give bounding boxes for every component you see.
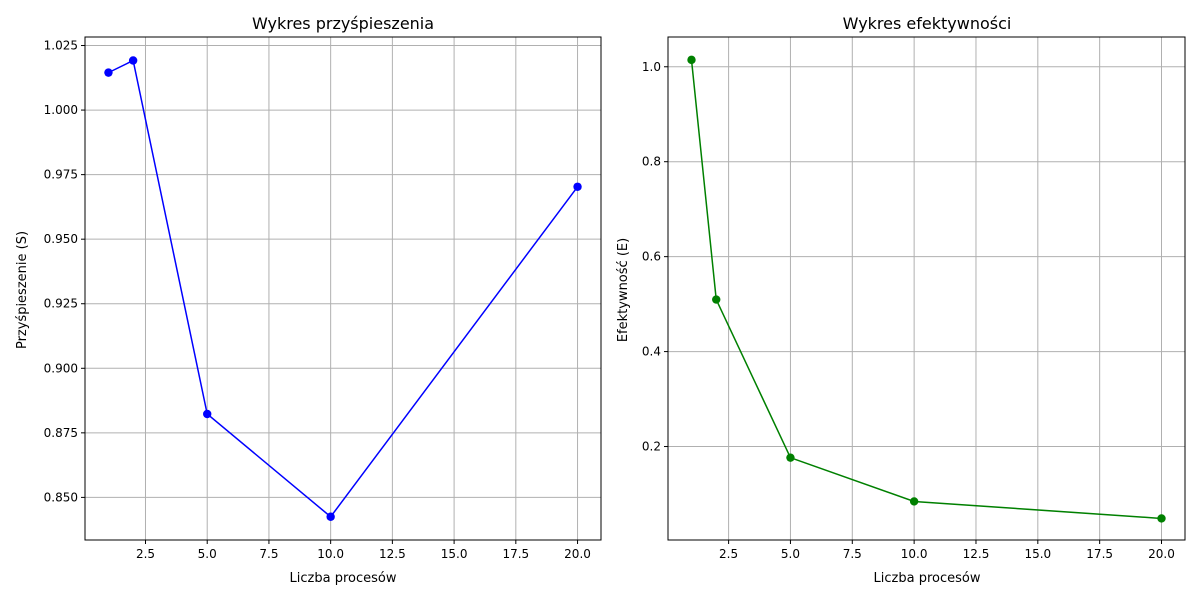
speedup-y-tick-label: 0.875: [44, 426, 78, 440]
efficiency-axes-frame: [667, 36, 1186, 541]
speedup-data-point: [128, 56, 138, 65]
efficiency-x-tick-label: 12.5: [963, 547, 990, 561]
speedup-x-tick-label: 10.0: [317, 547, 344, 561]
speedup-y-tick-label: 0.950: [44, 232, 78, 246]
speedup-y-tick-label: 0.925: [44, 297, 78, 311]
efficiency-x-tick-label: 7.5: [843, 547, 862, 561]
efficiency-chart: Wykres efektywności Liczba procesów Efek…: [616, 14, 1186, 586]
speedup-x-tick-label: 15.0: [441, 547, 468, 561]
efficiency-y-tick-label: 0.4: [642, 345, 661, 359]
efficiency-x-tick-label: 5.0: [781, 547, 800, 561]
efficiency-data-point: [1157, 514, 1166, 523]
speedup-y-tick-label: 0.900: [44, 361, 78, 375]
efficiency-x-tick-label: 20.0: [1148, 547, 1175, 561]
speedup-y-tick-label: 1.025: [44, 39, 78, 53]
speedup-series-line: [108, 59, 579, 518]
efficiency-y-tick-label: 0.8: [642, 155, 661, 169]
efficiency-chart-title: Wykres efektywności: [843, 14, 1012, 33]
efficiency-y-axis-label: Efektywność (E): [616, 238, 631, 342]
efficiency-y-tick-label: 0.6: [642, 250, 661, 264]
speedup-chart: Wykres przyśpieszenia Liczba procesów Pr…: [15, 14, 602, 586]
efficiency-x-tick-label: 10.0: [901, 547, 928, 561]
efficiency-plot-area: 2.5 5.0 7.5 10.0 12.5 15.0 17.5 20.0 0.2 0.4 0.6 0.…: [642, 36, 1186, 561]
speedup-x-tick-label: 5.0: [198, 547, 217, 561]
speedup-data-point: [573, 182, 582, 191]
efficiency-x-tick-label: 15.0: [1024, 547, 1051, 561]
efficiency-x-axis-label: Liczba procesów: [874, 571, 981, 586]
speedup-x-tick-label: 12.5: [379, 547, 406, 561]
speedup-y-axis-label: Przyśpieszenie (S): [15, 231, 30, 349]
speedup-x-tick-label: 17.5: [502, 547, 529, 561]
speedup-axes-frame: [84, 36, 602, 541]
speedup-data-point: [104, 68, 113, 77]
speedup-y-tick-label: 0.975: [44, 168, 78, 182]
efficiency-data-point: [687, 55, 696, 65]
efficiency-data-point: [909, 497, 919, 506]
efficiency-data-point: [712, 295, 721, 304]
speedup-y-tick-label: 0.850: [44, 490, 78, 504]
speedup-x-tick-label: 7.5: [259, 547, 278, 561]
speedup-y-tick-label: 1.000: [44, 103, 78, 117]
speedup-x-axis-label: Liczba procesów: [290, 571, 397, 586]
efficiency-y-tick-label: 1.0: [642, 60, 661, 74]
efficiency-data-point: [786, 453, 795, 462]
speedup-data-point: [203, 409, 212, 419]
efficiency-x-tick-label: 17.5: [1086, 547, 1113, 561]
efficiency-x-tick-label: 2.5: [719, 547, 738, 561]
efficiency-series-line: [690, 59, 1162, 520]
speedup-plot-area: 2.5 5.0 7.5 10.0 12.5 15.0 17.5 20.0 0.850 0.875 0…: [44, 36, 602, 561]
efficiency-y-tick-label: 0.2: [642, 440, 661, 454]
speedup-data-point: [326, 512, 335, 521]
speedup-x-tick-label: 20.0: [564, 547, 591, 561]
speedup-chart-title: Wykres przyśpieszenia: [252, 14, 434, 33]
speedup-x-tick-label: 2.5: [136, 547, 155, 561]
